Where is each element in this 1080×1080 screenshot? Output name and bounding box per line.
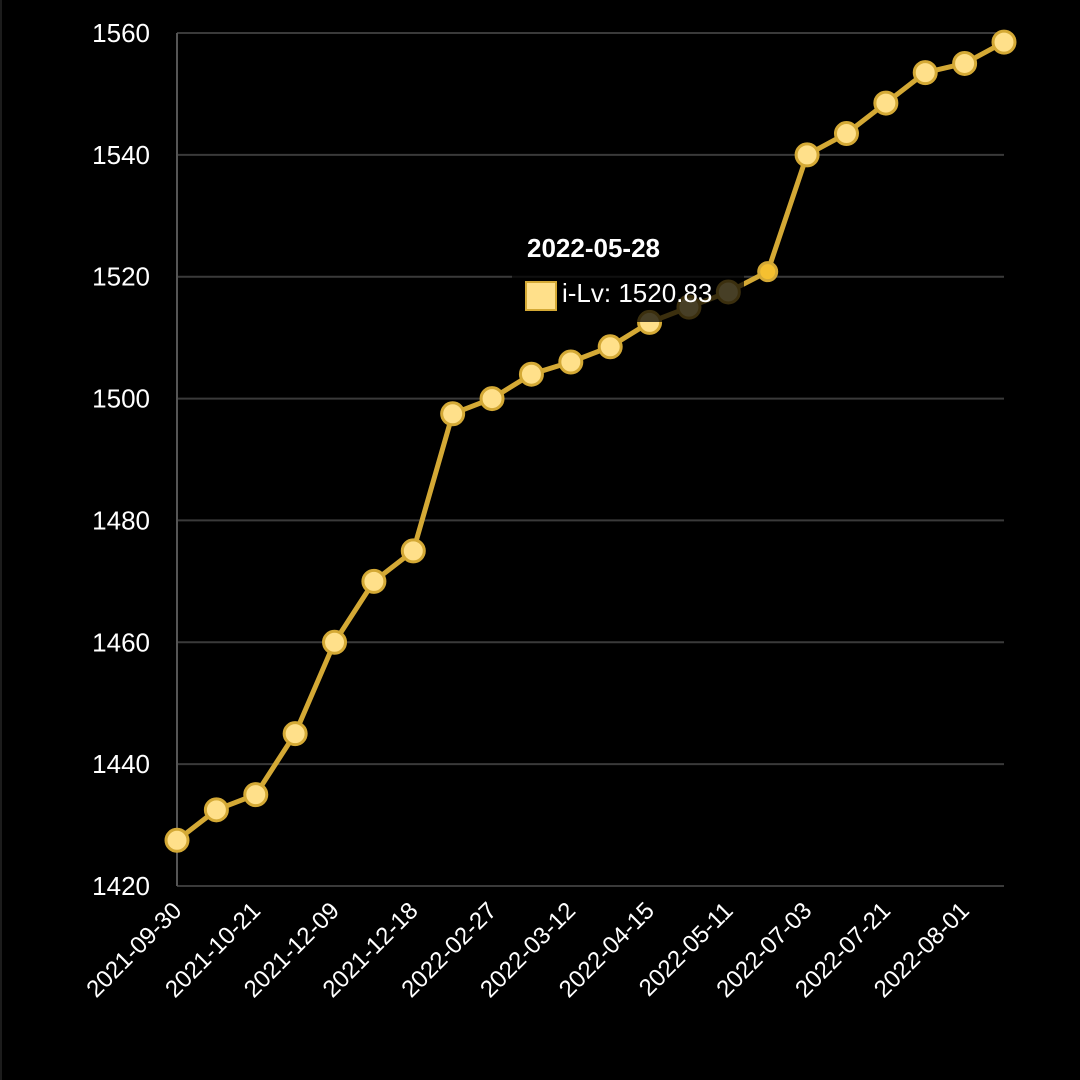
tooltip-date: 2022-05-28 — [527, 233, 660, 263]
x-axis-labels: 2021-09-302021-10-212021-12-092021-12-18… — [81, 897, 975, 1003]
series-line-i-lv — [175, 39, 1006, 843]
grid — [176, 32, 1004, 887]
data-point[interactable] — [794, 142, 820, 168]
data-point-active[interactable] — [757, 261, 779, 283]
y-tick-label: 1540 — [92, 140, 150, 170]
tooltip: 2022-05-28 i-Lv: 1520.83 — [512, 222, 744, 322]
data-point[interactable] — [243, 782, 269, 808]
data-point[interactable] — [203, 797, 229, 823]
data-point[interactable] — [479, 386, 505, 412]
y-tick-label: 1440 — [92, 749, 150, 779]
data-point[interactable] — [833, 121, 859, 147]
y-tick-label: 1480 — [92, 505, 150, 535]
data-point[interactable] — [558, 349, 584, 375]
data-point[interactable] — [873, 90, 899, 116]
data-point[interactable] — [440, 401, 466, 427]
data-point[interactable] — [952, 50, 978, 76]
data-point[interactable] — [361, 568, 387, 594]
tooltip-background — [512, 222, 744, 322]
data-point[interactable] — [164, 827, 190, 853]
data-point[interactable] — [597, 334, 623, 360]
tooltip-swatch — [525, 281, 557, 311]
y-tick-label: 1420 — [92, 871, 150, 901]
y-tick-label: 1560 — [92, 18, 150, 48]
data-point[interactable] — [991, 29, 1017, 55]
y-axis-labels: 1420 1440 1460 1480 1500 1520 1540 1560 — [92, 18, 150, 901]
tooltip-value: i-Lv: 1520.83 — [562, 278, 712, 308]
data-point[interactable] — [322, 629, 348, 655]
data-point[interactable] — [912, 60, 938, 86]
data-point[interactable] — [282, 721, 308, 747]
data-point[interactable] — [400, 538, 426, 564]
y-tick-label: 1460 — [92, 627, 150, 657]
data-point[interactable] — [518, 361, 544, 387]
y-tick-label: 1520 — [92, 262, 150, 292]
window-edge — [0, 0, 2, 1080]
y-tick-label: 1500 — [92, 384, 150, 414]
